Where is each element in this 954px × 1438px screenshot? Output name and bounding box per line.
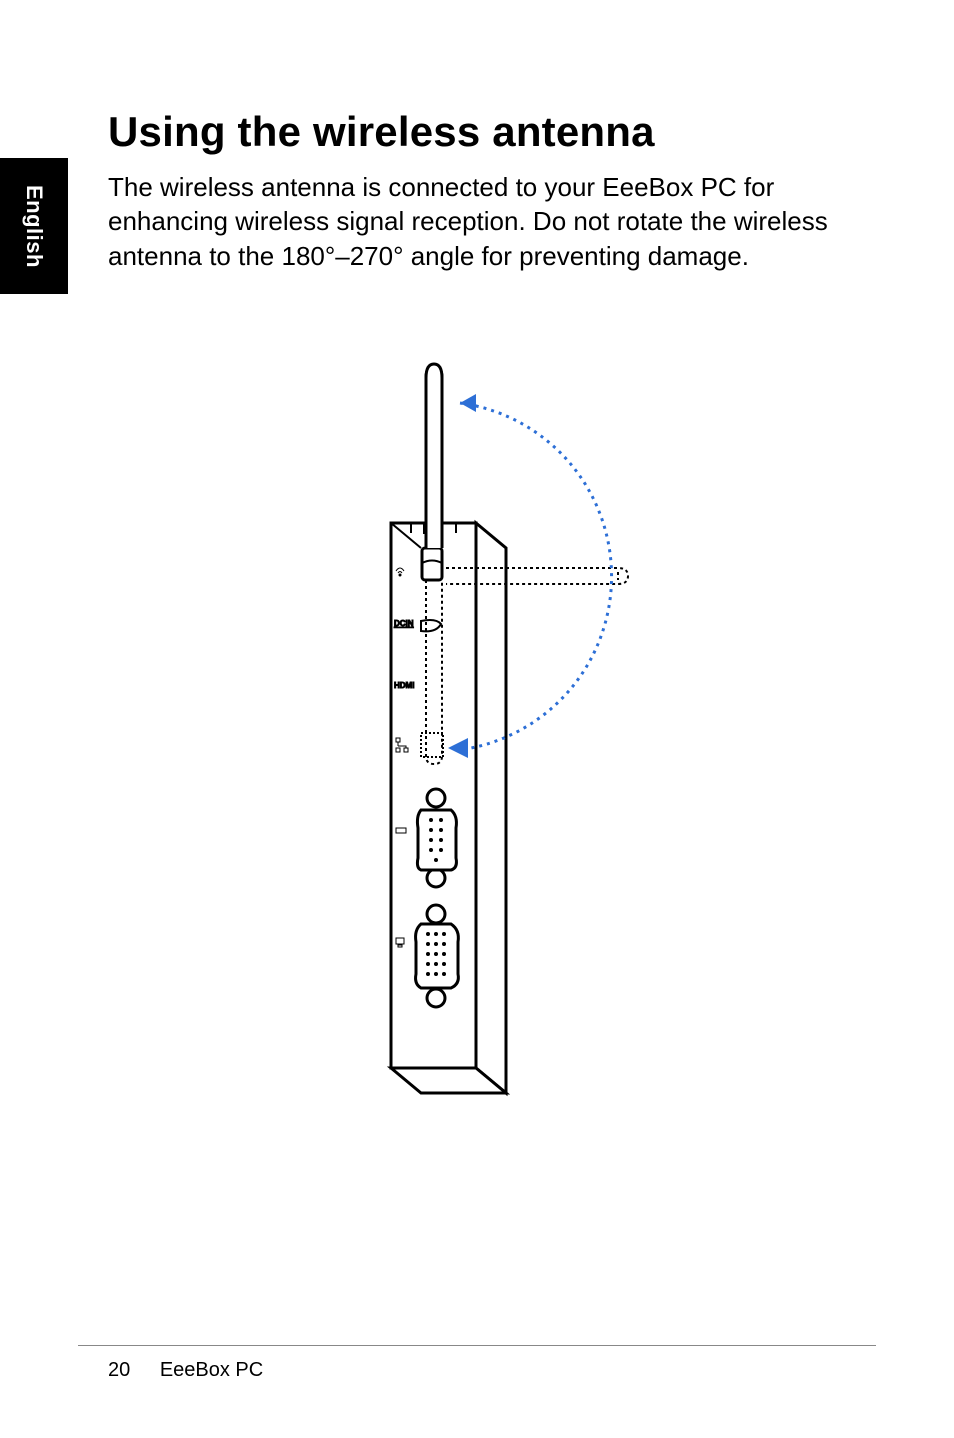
page-number: 20 bbox=[108, 1359, 130, 1381]
manual-page: English Using the wireless antenna The w… bbox=[0, 0, 954, 1438]
body-paragraph: The wireless antenna is connected to you… bbox=[108, 170, 864, 273]
antenna-diagram-svg: DCIN HDMI bbox=[336, 358, 636, 1098]
rotation-arrowhead bbox=[460, 394, 476, 412]
page-heading: Using the wireless antenna bbox=[108, 108, 864, 156]
device-outline bbox=[391, 523, 506, 1093]
footer-product: EeeBox PC bbox=[160, 1359, 263, 1381]
hdmi-label: HDMI bbox=[394, 681, 414, 690]
footer-rule bbox=[78, 1345, 876, 1346]
lan-port bbox=[421, 733, 443, 757]
page-footer: 20 EeeBox PC bbox=[108, 1359, 263, 1382]
language-tab-label: English bbox=[21, 185, 47, 268]
antenna-upright bbox=[422, 364, 442, 580]
content-block: Using the wireless antenna The wireless … bbox=[108, 108, 864, 273]
antenna-diagram: DCIN HDMI bbox=[108, 358, 864, 1098]
language-tab: English bbox=[0, 158, 68, 294]
dcin-label: DCIN bbox=[394, 619, 414, 628]
